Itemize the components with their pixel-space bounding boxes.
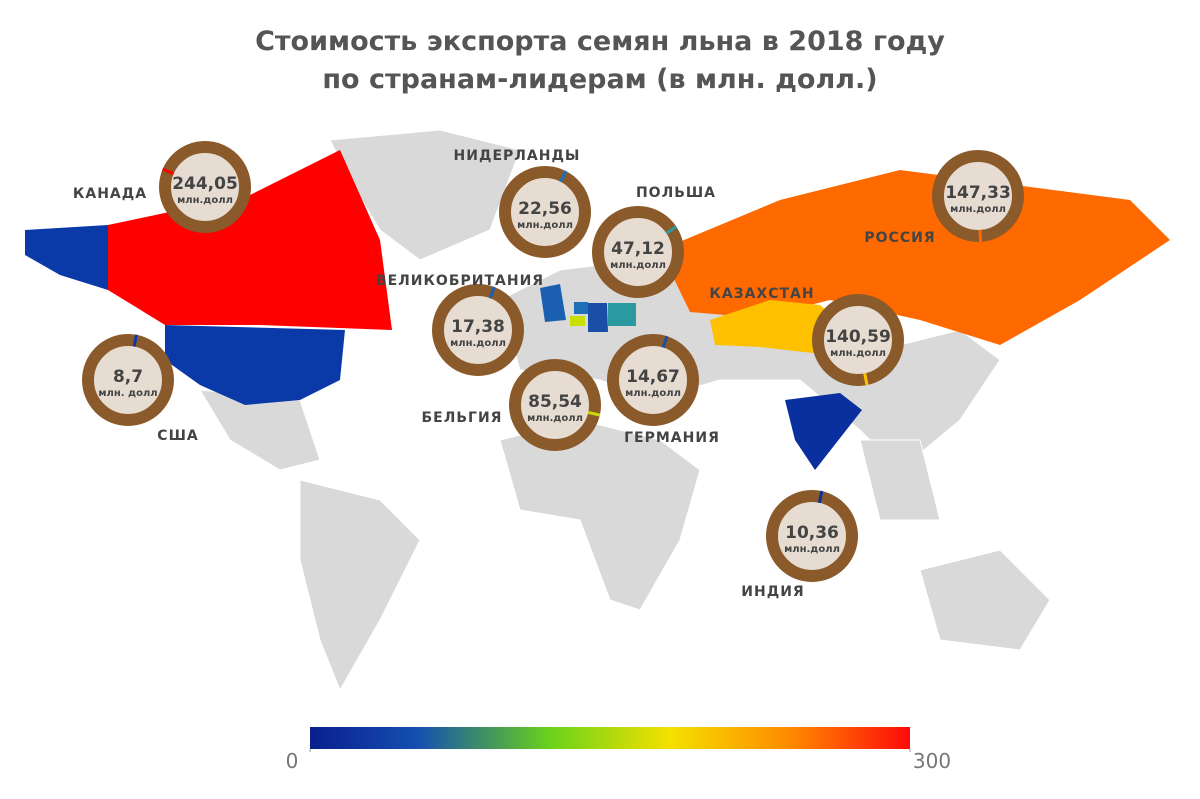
- donut-marker: [132, 334, 138, 347]
- unit-label: млн.долл: [784, 544, 840, 555]
- country: [540, 284, 566, 322]
- country: [108, 150, 392, 330]
- donut-marker: [587, 410, 601, 417]
- country-label: США: [157, 428, 198, 444]
- donut-ring: [499, 166, 591, 258]
- value-label: 10,36: [785, 523, 839, 543]
- title-line: по странам-лидерам (в млн. долл.): [322, 64, 877, 95]
- donut-marker: [665, 225, 678, 235]
- unit-label: млн.долл: [177, 195, 233, 206]
- color-scale-ticks: 0 300: [286, 749, 951, 773]
- value-label: 17,38: [451, 317, 505, 337]
- country: [588, 303, 608, 332]
- donut-ring: [509, 359, 601, 451]
- color-scale: [310, 727, 910, 749]
- country-label: КАНАДА: [73, 186, 147, 202]
- unit-label: млн.долл: [950, 204, 1006, 215]
- donut-marker: [488, 286, 496, 299]
- country-label: НИДЕРЛАНДЫ: [454, 148, 581, 164]
- value-label: 85,54: [528, 392, 582, 412]
- land-background: [199, 129, 1051, 692]
- color-scale-label: 300: [913, 749, 951, 773]
- unit-label: млн.долл: [610, 260, 666, 271]
- country: [25, 225, 108, 290]
- value-label: 14,67: [626, 367, 680, 387]
- value-label: 22,56: [518, 199, 572, 219]
- donut-ring: [592, 206, 684, 298]
- donut-marker: [559, 170, 568, 183]
- donut-ring: [82, 334, 174, 426]
- unit-label: млн. долл: [98, 388, 157, 399]
- donut-marker: [817, 490, 824, 504]
- country-shapes: [25, 150, 1170, 470]
- country: [785, 393, 862, 470]
- country-label: КАЗАХСТАН: [709, 286, 814, 302]
- country: [660, 170, 1170, 345]
- country-label: РОССИЯ: [864, 230, 935, 246]
- donut-ring: [932, 150, 1024, 242]
- title-line: Стоимость экспорта семян льна в 2018 год…: [255, 26, 945, 57]
- country-label: ГЕРМАНИЯ: [624, 430, 720, 446]
- donut-ring: [159, 141, 251, 233]
- color-scale-label: 0: [286, 749, 299, 773]
- value-label: 140,59: [825, 327, 891, 347]
- country-label: БЕЛЬГИЯ: [422, 410, 503, 426]
- donut-marker: [863, 373, 869, 386]
- country-label: ИНДИЯ: [741, 584, 804, 600]
- unit-label: млн.долл: [527, 413, 583, 424]
- unit-label: млн.долл: [625, 388, 681, 399]
- unit-label: млн.долл: [450, 338, 506, 349]
- donut-ring: [812, 294, 904, 386]
- country: [570, 316, 585, 326]
- value-label: 244,05: [172, 174, 238, 194]
- unit-label: млн.долл: [830, 348, 886, 359]
- country: [574, 302, 588, 314]
- country: [165, 325, 345, 405]
- value-label: 8,7: [113, 367, 143, 387]
- unit-label: млн.долл: [517, 220, 573, 231]
- value-label: 147,33: [945, 183, 1011, 203]
- donut-marker: [162, 167, 175, 176]
- donut-ring: [766, 490, 858, 582]
- value-label: 47,12: [611, 239, 665, 259]
- country: [608, 303, 636, 326]
- donut-marker: [978, 229, 983, 243]
- country-label: ПОЛЬША: [636, 185, 716, 201]
- donut-marker: [661, 335, 669, 349]
- country-label: ВЕЛИКОБРИТАНИЯ: [376, 273, 544, 289]
- donut-ring: [607, 334, 699, 426]
- donut-ring: [432, 284, 524, 376]
